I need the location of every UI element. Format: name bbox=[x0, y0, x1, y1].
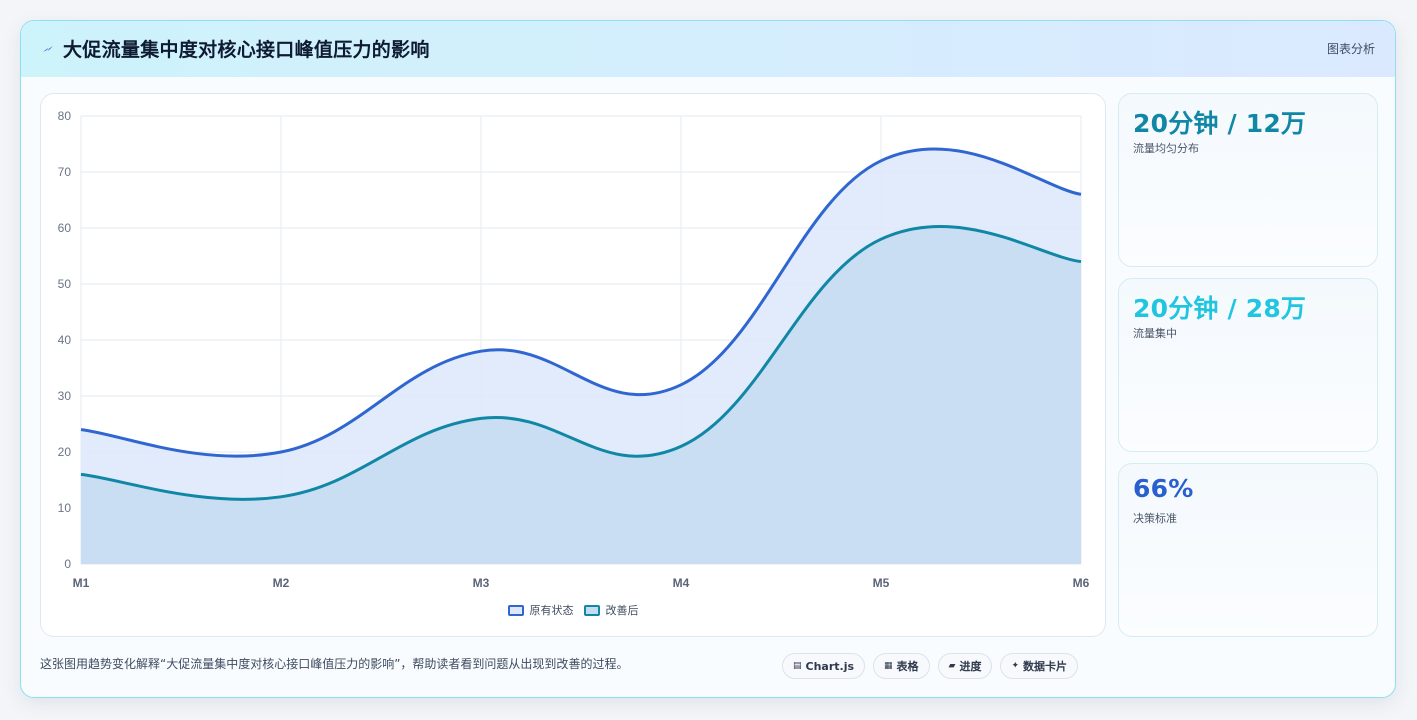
chart-analysis-label: 图表分析 bbox=[1326, 42, 1375, 56]
chip-progress[interactable]: ▰ 进度 bbox=[937, 653, 993, 679]
stat-label: 决策标准 bbox=[1133, 512, 1177, 525]
chart-title: 大促流量集中度对核心接口峰值压力的影响 bbox=[63, 39, 430, 61]
y-tick-label: 20 bbox=[58, 445, 72, 459]
legend-label-original: 原有状态 bbox=[529, 604, 574, 617]
series-improved-area bbox=[81, 226, 1081, 565]
stat-value: 20分钟 / 28万 bbox=[1133, 294, 1307, 323]
chart-legend: 原有状态 改善后 bbox=[41, 602, 1105, 618]
legend-item-original[interactable]: 原有状态 bbox=[507, 602, 574, 618]
table-icon: ▦ bbox=[884, 661, 893, 671]
lightning-icon bbox=[43, 46, 53, 52]
y-tick-label: 50 bbox=[58, 277, 72, 291]
chip-label: 表格 bbox=[896, 660, 919, 673]
chip-label: 数据卡片 bbox=[1023, 660, 1068, 673]
y-tick-label: 80 bbox=[58, 109, 72, 123]
x-tick-label: M5 bbox=[873, 576, 890, 590]
stat-label: 流量集中 bbox=[1133, 327, 1177, 340]
y-tick-label: 10 bbox=[58, 501, 72, 515]
stat-card-decision-standard: 66% 决策标准 bbox=[1118, 463, 1378, 637]
x-tick-label: M6 bbox=[1073, 576, 1090, 590]
chart-icon: ▤ bbox=[793, 661, 802, 671]
y-tick-label: 70 bbox=[58, 165, 72, 179]
legend-label-improved: 改善后 bbox=[605, 604, 639, 617]
x-tick-label: M1 bbox=[73, 576, 90, 590]
series-improved-line bbox=[80, 224, 1082, 501]
legend-item-improved[interactable]: 改善后 bbox=[583, 602, 639, 618]
stat-value: 20分钟 / 12万 bbox=[1133, 109, 1307, 138]
card-header: 大促流量集中度对核心接口峰值压力的影响 图表分析 bbox=[21, 21, 1395, 77]
chart-panel: 0 10 20 30 40 50 60 70 80 M1 M2 M3 M4 M5 M6 原有状态 改善后 bbox=[40, 93, 1106, 637]
chart-card: 大促流量集中度对核心接口峰值压力的影响 图表分析 0 10 20 30 40 50 60 70… bbox=[20, 20, 1396, 698]
stat-card-even-traffic: 20分钟 / 12万 流量均匀分布 bbox=[1118, 93, 1378, 267]
y-tick-label: 0 bbox=[64, 557, 71, 571]
chip-chartjs[interactable]: ▤ Chart.js bbox=[782, 653, 866, 679]
tag-chips: ▤ Chart.js ▦ 表格 ▰ 进度 ✦ 数据卡片 bbox=[782, 653, 1079, 679]
y-tick-label: 60 bbox=[58, 221, 72, 235]
x-tick-label: M2 bbox=[273, 576, 290, 590]
area-chart: 0 10 20 30 40 50 60 70 80 M1 M2 M3 M4 M5 M6 bbox=[58, 109, 1090, 590]
x-tick-label: M4 bbox=[673, 576, 690, 590]
series-original-line bbox=[80, 147, 1082, 458]
chip-label: 进度 bbox=[959, 660, 982, 673]
progress-icon: ▰ bbox=[948, 661, 956, 671]
legend-swatch-original bbox=[507, 604, 524, 616]
stat-card-concentrated-traffic: 20分钟 / 28万 流量集中 bbox=[1118, 278, 1378, 452]
y-tick-label: 40 bbox=[58, 333, 72, 347]
legend-swatch-improved bbox=[583, 604, 600, 616]
stat-label: 流量均匀分布 bbox=[1133, 142, 1199, 155]
stat-value: 66% bbox=[1133, 474, 1194, 503]
chip-label: Chart.js bbox=[805, 659, 855, 673]
x-tick-label: M3 bbox=[473, 576, 490, 590]
chart-description: 这张图用趋势变化解释“大促流量集中度对核心接口峰值压力的影响”，帮助读者看到问题… bbox=[40, 657, 629, 671]
chip-table[interactable]: ▦ 表格 bbox=[873, 653, 930, 679]
sparkle-icon: ✦ bbox=[1011, 661, 1020, 671]
chip-data-card[interactable]: ✦ 数据卡片 bbox=[1000, 653, 1079, 679]
y-tick-label: 30 bbox=[58, 389, 72, 403]
